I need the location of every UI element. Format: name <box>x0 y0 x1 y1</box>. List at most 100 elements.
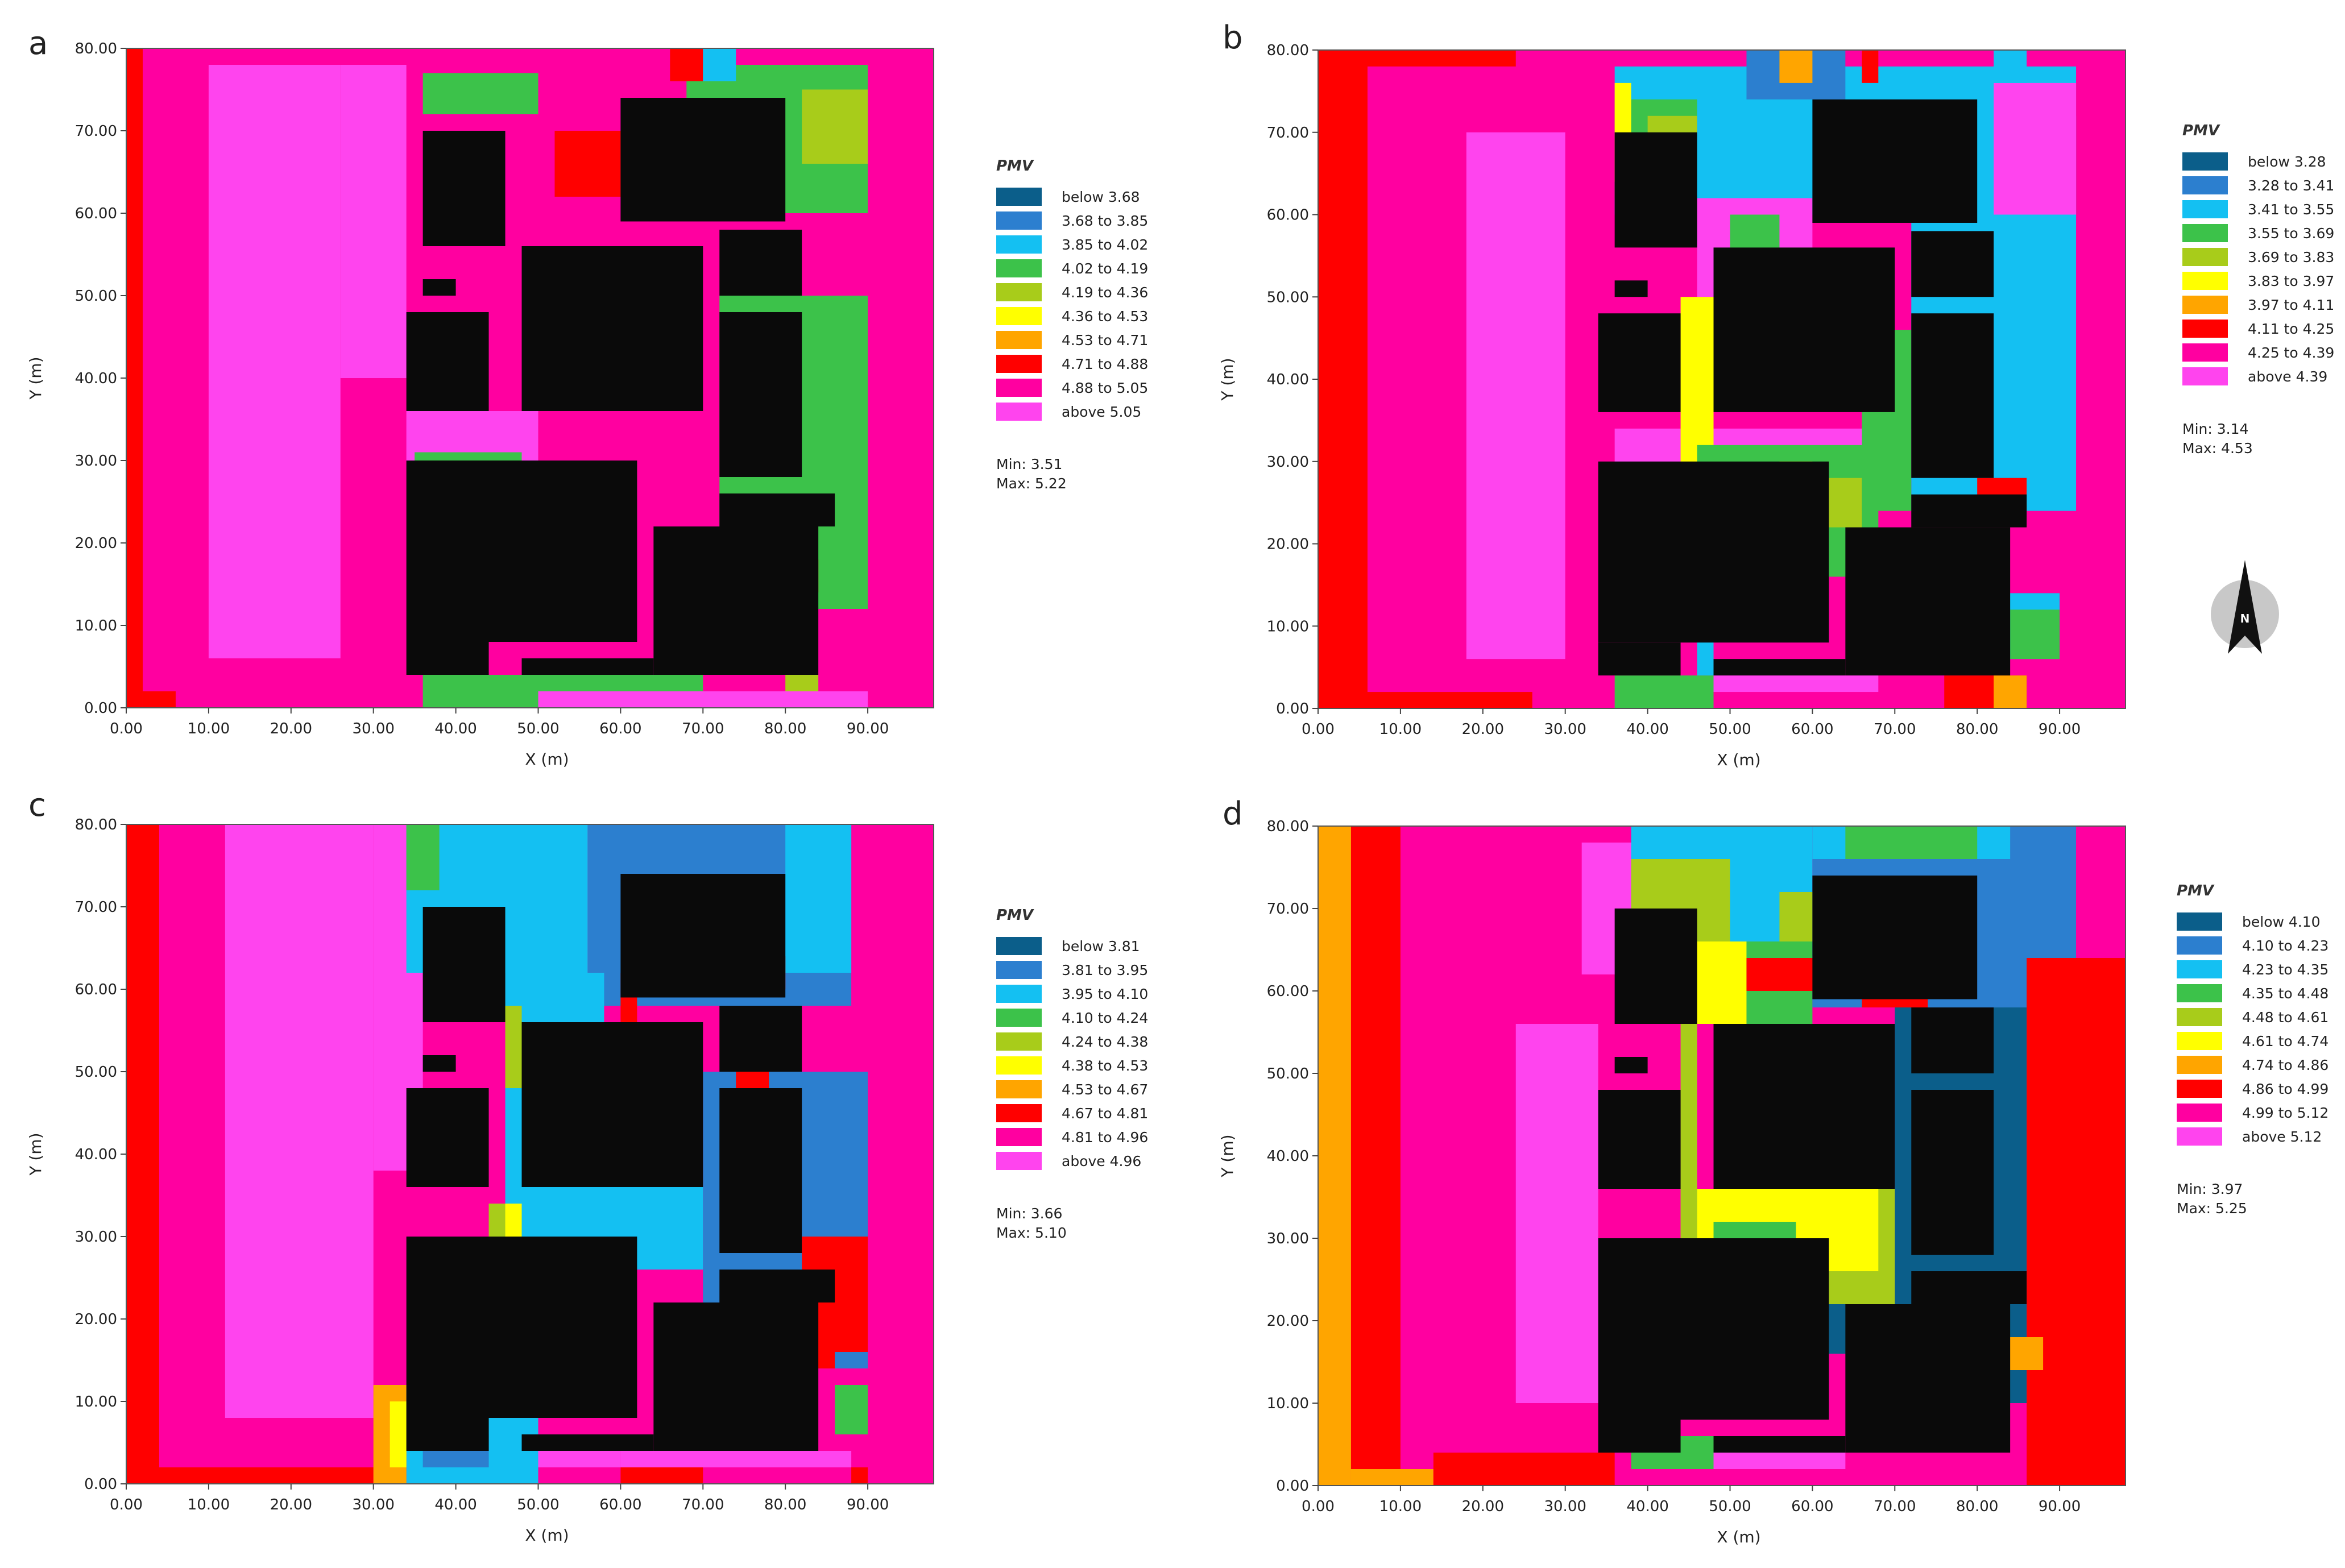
building-footprint <box>1614 1057 1648 1073</box>
legend-swatch <box>2182 320 2228 338</box>
panel-b: b 0.00 10.00 20.00 30.00 40.00 50.00 60.00 70.00… <box>1218 19 2334 769</box>
legend-swatch <box>996 961 1042 979</box>
legend-label: below 4.10 <box>2242 914 2321 930</box>
x-axis-label: X (m) <box>525 750 569 769</box>
pmv-cell-region <box>2027 958 2126 1486</box>
legend-swatch <box>2182 176 2228 194</box>
pmv-cell-region <box>802 1088 868 1237</box>
building-footprint <box>1598 1090 1681 1189</box>
y-tick-label: 70.00 <box>75 899 117 916</box>
y-tick-label: 40.00 <box>1267 371 1309 388</box>
y-tick-label: 80.00 <box>75 40 117 57</box>
x-tick-label: 80.00 <box>1956 1498 1998 1515</box>
x-tick-label: 30.00 <box>1544 721 1586 738</box>
y-tick-label: 10.00 <box>75 617 117 634</box>
x-tick-label: 70.00 <box>1874 1498 1916 1515</box>
legend-swatch <box>996 1152 1042 1170</box>
legend-label: 3.83 to 3.97 <box>2248 273 2334 289</box>
legend-label: above 5.12 <box>2242 1129 2322 1145</box>
x-tick-label: 80.00 <box>1956 721 1998 738</box>
legend-swatch <box>2182 272 2228 290</box>
pmv-cell-region <box>1318 50 1368 708</box>
building-footprint <box>1598 313 1681 412</box>
y-tick-label: 10.00 <box>1267 1395 1309 1412</box>
pmv-cell-region <box>1713 675 1879 692</box>
y-tick-label: 70.00 <box>1267 901 1309 918</box>
legend-swatch <box>996 1080 1042 1098</box>
pmv-cell-region <box>835 1385 868 1434</box>
legend-label: 4.36 to 4.53 <box>1062 308 1148 325</box>
legend-swatch <box>996 1104 1042 1122</box>
x-tick-label: 0.00 <box>1302 1498 1335 1515</box>
pmv-cell-region <box>406 824 440 890</box>
north-arrow-shape <box>2228 560 2262 654</box>
legend-swatch <box>996 307 1042 325</box>
legend-swatch <box>2177 1032 2222 1050</box>
x-tick-label: 80.00 <box>764 1496 806 1513</box>
y-tick-label: 40.00 <box>1267 1148 1309 1165</box>
building-footprint <box>1614 132 1697 248</box>
x-tick-label: 90.00 <box>2039 1498 2081 1515</box>
y-tick-label: 40.00 <box>75 1146 117 1163</box>
building-footprint <box>1845 1304 2011 1453</box>
x-tick-label: 50.00 <box>1709 1498 1751 1515</box>
legend-swatch <box>996 1128 1042 1146</box>
x-tick-label: 40.00 <box>1626 721 1668 738</box>
building-footprint <box>1713 1436 1846 1453</box>
building-footprint <box>1713 247 1895 412</box>
pmv-cell-region <box>1713 1453 1846 1469</box>
y-tick-label: 20.00 <box>75 535 117 552</box>
building-footprint <box>1598 461 1829 643</box>
y-tick-label: 10.00 <box>75 1393 117 1411</box>
building-footprint <box>1713 1024 1895 1189</box>
pmv-cell-region <box>1614 675 1714 708</box>
x-tick-label: 30.00 <box>1544 1498 1586 1515</box>
building-footprint <box>1845 527 2011 676</box>
legend-swatch <box>996 235 1042 254</box>
legend: PMV below 4.10 4.10 to 4.23 4.23 to 4.35 4.3… <box>2177 882 2329 1217</box>
legend-swatch <box>996 1056 1042 1075</box>
legend-label: 3.97 to 4.11 <box>2248 297 2334 313</box>
x-tick-label: 70.00 <box>682 1496 724 1513</box>
legend-swatch <box>2177 1127 2222 1146</box>
y-axis-label: Y (m) <box>1218 1134 1237 1177</box>
panel-label: b <box>1223 19 1243 56</box>
panel-c: c 0.00 10.00 20.00 30.00 40.00 50.00 60.00 70.00… <box>26 787 1148 1545</box>
building-footprint <box>521 1022 703 1187</box>
x-axis-label: X (m) <box>525 1526 569 1545</box>
x-tick-label: 50.00 <box>517 1496 559 1513</box>
y-tick-label: 60.00 <box>75 205 117 222</box>
building-footprint <box>422 131 506 246</box>
building-footprint <box>406 1418 489 1451</box>
panel-label: d <box>1223 795 1243 832</box>
legend-label: 4.25 to 4.39 <box>2248 345 2334 361</box>
y-tick-label: 20.00 <box>75 1311 117 1328</box>
north-arrow-icon: N <box>2211 560 2279 654</box>
legend-label: 3.55 to 3.69 <box>2248 225 2334 242</box>
legend-label: 4.10 to 4.23 <box>2242 938 2329 954</box>
y-tick-label: 70.00 <box>1267 125 1309 142</box>
legend-label: 4.48 to 4.61 <box>2242 1009 2329 1026</box>
legend-label: 4.74 to 4.86 <box>2242 1057 2329 1073</box>
pmv-cell-region <box>340 65 407 378</box>
x-tick-label: 60.00 <box>599 1496 641 1513</box>
legend-label: below 3.68 <box>1062 189 1140 205</box>
legend-swatch <box>2177 1104 2222 1122</box>
legend: PMV below 3.28 3.28 to 3.41 3.41 to 3.55 3.5… <box>2182 122 2334 457</box>
legend-title: PMV <box>2182 122 2220 139</box>
building-footprint <box>620 98 786 222</box>
x-tick-label: 10.00 <box>1379 1498 1422 1515</box>
building-footprint <box>1911 231 1994 297</box>
max-value-label: Max: 4.53 <box>2182 440 2253 457</box>
legend-swatch <box>2182 224 2228 242</box>
legend-label: 3.68 to 3.85 <box>1062 213 1148 229</box>
legend-swatch <box>2182 152 2228 171</box>
pmv-cell-region <box>554 131 621 197</box>
building-footprint <box>1911 1090 1994 1255</box>
min-value-label: Min: 3.14 <box>2182 421 2248 437</box>
panel-d: d 0.00 10.00 20.00 30.00 40.00 50.00 60.00 70.00… <box>1218 795 2329 1546</box>
legend-swatch <box>2177 1008 2222 1026</box>
min-value-label: Min: 3.66 <box>996 1205 1062 1222</box>
building-footprint <box>422 907 506 1022</box>
legend-label: 4.99 to 5.12 <box>2242 1105 2329 1121</box>
